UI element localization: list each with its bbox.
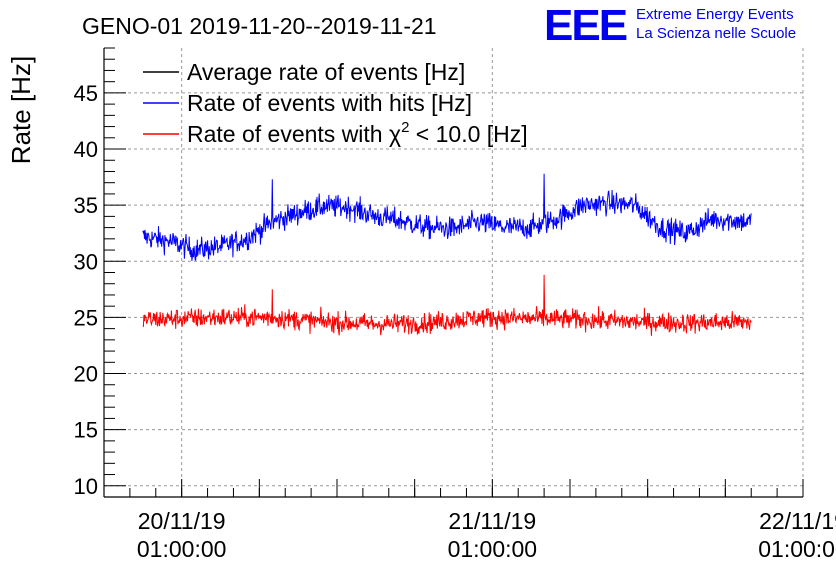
x-tick-label-time: 01:00:00 <box>448 536 538 562</box>
eee-logo-line1: Extreme Energy Events <box>636 6 794 23</box>
series-layer <box>142 173 752 336</box>
x-tick-label-date: 20/11/19 <box>138 508 226 534</box>
eee-logo: EEE Extreme Energy Events La Scienza nel… <box>544 1 796 50</box>
series-line-chi2 <box>142 274 752 336</box>
y-tick-label: 15 <box>74 418 98 443</box>
eee-logo-line2: La Scienza nelle Scuole <box>636 25 796 42</box>
legend-entry: Rate of events with hits [Hz] <box>187 90 472 116</box>
x-tick-label-time: 01:00:00 <box>137 536 227 562</box>
y-tick-label: 40 <box>74 137 98 162</box>
x-tick-label-time: 01:00:00 <box>758 536 836 562</box>
eee-logo-text: EEE <box>544 1 627 50</box>
axes: 101520253035404520/11/1901:00:0021/11/19… <box>74 47 836 562</box>
y-tick-label: 45 <box>74 81 98 106</box>
y-tick-label: 30 <box>74 249 98 274</box>
series-line-hits <box>142 173 752 261</box>
y-tick-label: 35 <box>74 193 98 218</box>
legend: Average rate of events [Hz] Rate of event… <box>143 59 528 147</box>
y-tick-label: 20 <box>74 362 98 387</box>
chart-title: GENO-01 2019-11-20--2019-11-21 <box>82 13 437 39</box>
legend-entry: Average rate of events [Hz] <box>187 59 465 85</box>
legend-entry: Rate of events with χ2 < 10.0 [Hz] <box>187 119 528 147</box>
y-tick-label: 25 <box>74 305 98 330</box>
y-tick-label: 10 <box>74 474 98 499</box>
y-axis-label: Rate [Hz] <box>6 56 36 164</box>
x-tick-label-date: 22/11/19 <box>759 508 836 534</box>
x-tick-label-date: 21/11/19 <box>448 508 536 534</box>
